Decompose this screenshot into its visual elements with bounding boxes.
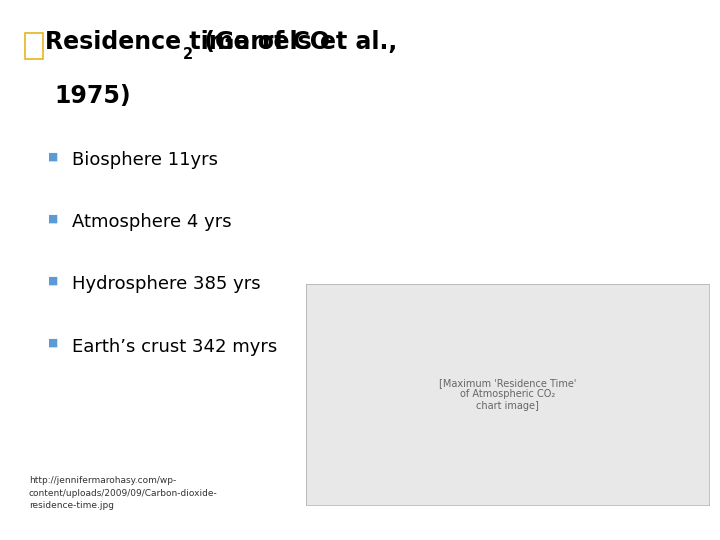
Text: [Maximum 'Residence Time'
of Atmospheric CO₂
chart image]: [Maximum 'Residence Time' of Atmospheric…	[439, 377, 576, 411]
Text: Earth’s crust 342 myrs: Earth’s crust 342 myrs	[72, 338, 277, 355]
Text: ■: ■	[47, 213, 57, 224]
Text: ■: ■	[47, 275, 57, 286]
Text: http://jennifermarohasy.com/wp-
content/uploads/2009/09/Carbon-dioxide-
residenc: http://jennifermarohasy.com/wp- content/…	[29, 476, 217, 510]
Text: Hydrosphere 385 yrs: Hydrosphere 385 yrs	[72, 275, 261, 293]
Text: 2: 2	[183, 47, 193, 62]
Text: Biosphere 11yrs: Biosphere 11yrs	[72, 151, 218, 169]
Text: Residence time of CO: Residence time of CO	[45, 30, 330, 53]
Text: ■: ■	[47, 338, 57, 348]
Text: ■: ■	[47, 151, 57, 161]
Text: Atmosphere 4 yrs: Atmosphere 4 yrs	[72, 213, 232, 231]
Text: 1975): 1975)	[54, 84, 130, 107]
Text: (Garrels et al.,: (Garrels et al.,	[196, 30, 397, 53]
